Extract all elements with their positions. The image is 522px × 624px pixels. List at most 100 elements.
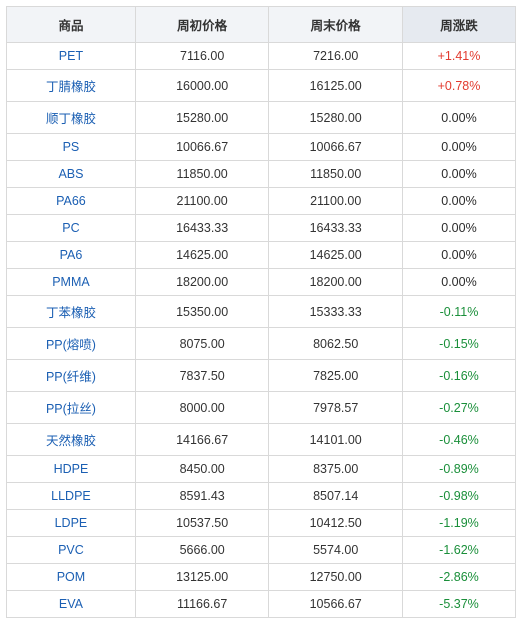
- cell-change: 0.00%: [402, 269, 515, 296]
- cell-end-price: 14101.00: [269, 424, 403, 456]
- cell-start-price: 15280.00: [135, 102, 269, 134]
- cell-product: PVC: [7, 537, 136, 564]
- cell-start-price: 11166.67: [135, 591, 269, 618]
- cell-product: LLDPE: [7, 483, 136, 510]
- cell-end-price: 5574.00: [269, 537, 403, 564]
- cell-end-price: 7825.00: [269, 360, 403, 392]
- cell-end-price: 11850.00: [269, 161, 403, 188]
- cell-product: PA66: [7, 188, 136, 215]
- cell-end-price: 8507.14: [269, 483, 403, 510]
- table-row: PET7116.007216.00+1.41%: [7, 43, 516, 70]
- cell-end-price: 7216.00: [269, 43, 403, 70]
- table-row: PC16433.3316433.330.00%: [7, 215, 516, 242]
- table-row: PP(纤维)7837.507825.00-0.16%: [7, 360, 516, 392]
- table-row: 丁腈橡胶16000.0016125.00+0.78%: [7, 70, 516, 102]
- col-product: 商品: [7, 7, 136, 43]
- cell-change: -1.19%: [402, 510, 515, 537]
- cell-change: -2.86%: [402, 564, 515, 591]
- cell-product: PMMA: [7, 269, 136, 296]
- cell-end-price: 18200.00: [269, 269, 403, 296]
- cell-product: PP(拉丝): [7, 392, 136, 424]
- cell-end-price: 16125.00: [269, 70, 403, 102]
- cell-start-price: 8450.00: [135, 456, 269, 483]
- cell-end-price: 10412.50: [269, 510, 403, 537]
- cell-change: 0.00%: [402, 242, 515, 269]
- table-row: 天然橡胶14166.6714101.00-0.46%: [7, 424, 516, 456]
- cell-product: 丁腈橡胶: [7, 70, 136, 102]
- price-table: 商品 周初价格 周末价格 周涨跌 PET7116.007216.00+1.41%…: [6, 6, 516, 618]
- table-row: POM13125.0012750.00-2.86%: [7, 564, 516, 591]
- cell-end-price: 16433.33: [269, 215, 403, 242]
- cell-change: 0.00%: [402, 161, 515, 188]
- cell-end-price: 7978.57: [269, 392, 403, 424]
- table-body: PET7116.007216.00+1.41%丁腈橡胶16000.0016125…: [7, 43, 516, 618]
- cell-start-price: 14166.67: [135, 424, 269, 456]
- cell-product: PP(纤维): [7, 360, 136, 392]
- cell-product: ABS: [7, 161, 136, 188]
- cell-start-price: 5666.00: [135, 537, 269, 564]
- cell-change: -0.27%: [402, 392, 515, 424]
- col-start-price: 周初价格: [135, 7, 269, 43]
- cell-product: PS: [7, 134, 136, 161]
- cell-change: -0.89%: [402, 456, 515, 483]
- cell-change: -0.46%: [402, 424, 515, 456]
- table-row: PS10066.6710066.670.00%: [7, 134, 516, 161]
- cell-end-price: 10566.67: [269, 591, 403, 618]
- cell-start-price: 18200.00: [135, 269, 269, 296]
- cell-start-price: 15350.00: [135, 296, 269, 328]
- cell-product: PA6: [7, 242, 136, 269]
- cell-start-price: 14625.00: [135, 242, 269, 269]
- table-row: PA614625.0014625.000.00%: [7, 242, 516, 269]
- cell-change: 0.00%: [402, 188, 515, 215]
- table-row: LLDPE8591.438507.14-0.98%: [7, 483, 516, 510]
- cell-change: 0.00%: [402, 215, 515, 242]
- table-row: EVA11166.6710566.67-5.37%: [7, 591, 516, 618]
- cell-product: 顺丁橡胶: [7, 102, 136, 134]
- table-row: PMMA18200.0018200.000.00%: [7, 269, 516, 296]
- cell-start-price: 10066.67: [135, 134, 269, 161]
- cell-change: -0.15%: [402, 328, 515, 360]
- cell-end-price: 15280.00: [269, 102, 403, 134]
- cell-change: 0.00%: [402, 102, 515, 134]
- cell-start-price: 21100.00: [135, 188, 269, 215]
- cell-product: 丁苯橡胶: [7, 296, 136, 328]
- cell-end-price: 21100.00: [269, 188, 403, 215]
- cell-product: PP(熔喷): [7, 328, 136, 360]
- cell-change: -1.62%: [402, 537, 515, 564]
- cell-start-price: 8000.00: [135, 392, 269, 424]
- col-end-price: 周末价格: [269, 7, 403, 43]
- cell-start-price: 13125.00: [135, 564, 269, 591]
- cell-end-price: 14625.00: [269, 242, 403, 269]
- cell-product: EVA: [7, 591, 136, 618]
- cell-change: +0.78%: [402, 70, 515, 102]
- cell-product: POM: [7, 564, 136, 591]
- cell-change: +1.41%: [402, 43, 515, 70]
- cell-change: -0.98%: [402, 483, 515, 510]
- cell-start-price: 7837.50: [135, 360, 269, 392]
- table-row: PA6621100.0021100.000.00%: [7, 188, 516, 215]
- cell-start-price: 16000.00: [135, 70, 269, 102]
- cell-product: HDPE: [7, 456, 136, 483]
- cell-change: -5.37%: [402, 591, 515, 618]
- table-row: HDPE8450.008375.00-0.89%: [7, 456, 516, 483]
- cell-end-price: 10066.67: [269, 134, 403, 161]
- cell-product: 天然橡胶: [7, 424, 136, 456]
- cell-start-price: 11850.00: [135, 161, 269, 188]
- table-row: ABS11850.0011850.000.00%: [7, 161, 516, 188]
- table-row: 顺丁橡胶15280.0015280.000.00%: [7, 102, 516, 134]
- table-row: 丁苯橡胶15350.0015333.33-0.11%: [7, 296, 516, 328]
- cell-start-price: 16433.33: [135, 215, 269, 242]
- cell-end-price: 8062.50: [269, 328, 403, 360]
- cell-product: PC: [7, 215, 136, 242]
- cell-change: -0.16%: [402, 360, 515, 392]
- table-row: LDPE10537.5010412.50-1.19%: [7, 510, 516, 537]
- cell-change: -0.11%: [402, 296, 515, 328]
- table-header: 商品 周初价格 周末价格 周涨跌: [7, 7, 516, 43]
- table-row: PVC5666.005574.00-1.62%: [7, 537, 516, 564]
- cell-start-price: 8075.00: [135, 328, 269, 360]
- cell-product: LDPE: [7, 510, 136, 537]
- cell-start-price: 10537.50: [135, 510, 269, 537]
- cell-end-price: 12750.00: [269, 564, 403, 591]
- cell-start-price: 8591.43: [135, 483, 269, 510]
- cell-product: PET: [7, 43, 136, 70]
